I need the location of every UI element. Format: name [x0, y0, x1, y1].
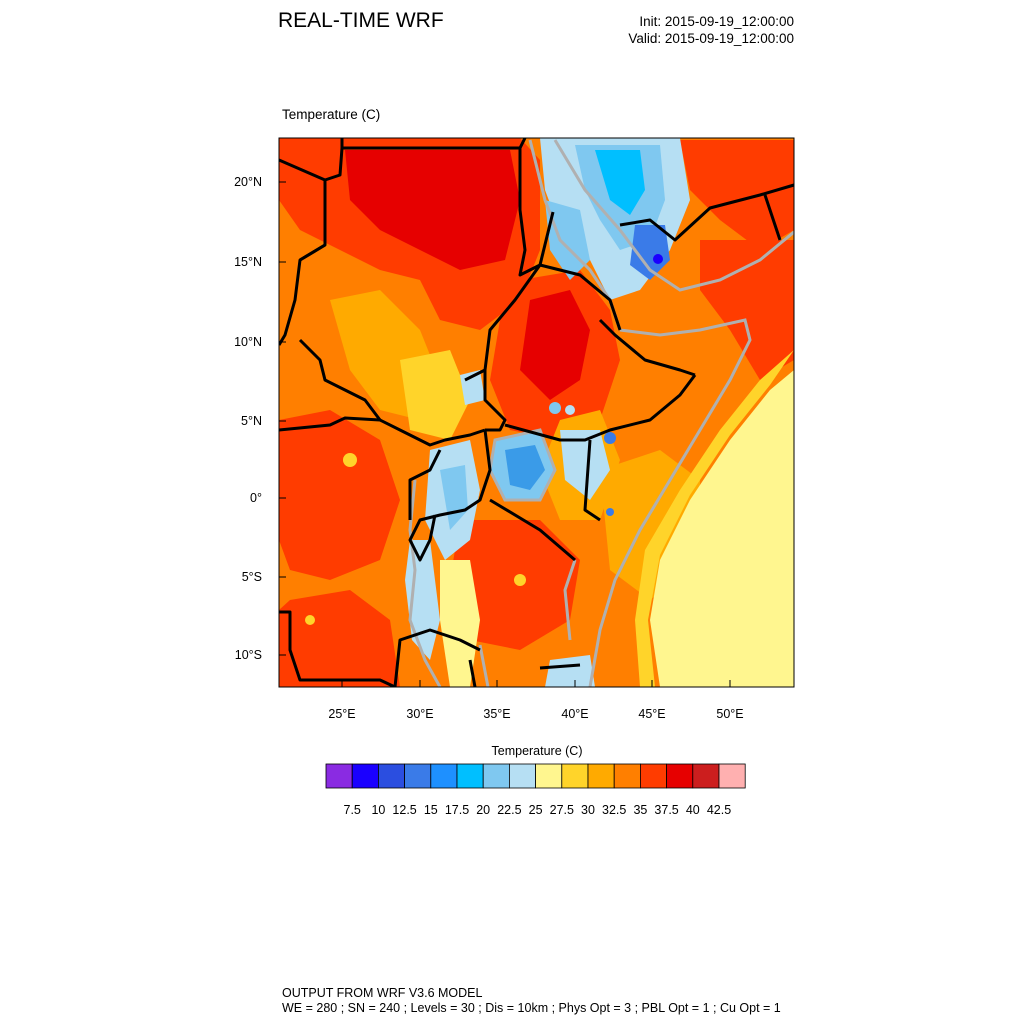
- field-title: Temperature (C): [282, 107, 381, 122]
- colorbar-swatch: [692, 763, 720, 789]
- lon-label: 25°E: [328, 707, 355, 721]
- temperature-field: [279, 138, 794, 687]
- colorbar-swatch: [482, 763, 510, 789]
- colorbar-level-label: 35: [633, 803, 647, 817]
- colorbar-level-label: 40: [686, 803, 700, 817]
- footer-config: WE = 280 ; SN = 240 ; Levels = 30 ; Dis …: [282, 1001, 781, 1015]
- colorbar-level-label: 37.5: [654, 803, 678, 817]
- colorbar-swatch: [351, 763, 379, 789]
- lon-label: 45°E: [638, 707, 665, 721]
- lat-label: 15°N: [234, 255, 262, 269]
- lat-label: 5°S: [242, 570, 262, 584]
- lon-label: 35°E: [483, 707, 510, 721]
- colorbar-level-label: 42.5: [707, 803, 731, 817]
- lon-label: 30°E: [406, 707, 433, 721]
- colorbar-swatch: [404, 763, 432, 789]
- map-frame: [278, 137, 795, 688]
- footer-model: OUTPUT FROM WRF V3.6 MODEL: [282, 986, 483, 1000]
- lon-label: 40°E: [561, 707, 588, 721]
- colorbar-level-label: 12.5: [392, 803, 416, 817]
- colorbar-level-label: 10: [371, 803, 385, 817]
- page-title: REAL-TIME WRF: [278, 9, 444, 32]
- colorbar-level-label: 17.5: [445, 803, 469, 817]
- colorbar: 7.5 10 12.5 15 17.5 20 22.5 25 27.5 30 32.5 35 37.5 4…: [325, 763, 746, 817]
- init-time: Init: 2015-09-19_12:00:00: [639, 14, 794, 29]
- colorbar-level-label: 20: [476, 803, 490, 817]
- lat-label: 20°N: [234, 175, 262, 189]
- lat-label: 10°N: [234, 335, 262, 349]
- colorbar-swatch: [456, 763, 484, 789]
- lat-label: 5°N: [241, 414, 262, 428]
- colorbar-swatch: [561, 763, 589, 789]
- colorbar-swatch: [666, 763, 694, 789]
- colorbar-level-label: 27.5: [550, 803, 574, 817]
- colorbar-swatch: [718, 763, 746, 789]
- valid-time: Valid: 2015-09-19_12:00:00: [628, 31, 794, 46]
- colorbar-level-label: 32.5: [602, 803, 626, 817]
- lat-label: 10°S: [235, 648, 262, 662]
- colorbar-swatch: [535, 763, 563, 789]
- colorbar-level-label: 15: [424, 803, 438, 817]
- colorbar-swatch: [430, 763, 458, 789]
- colorbar-swatch: [613, 763, 641, 789]
- lon-label: 50°E: [716, 707, 743, 721]
- country-borders: [279, 138, 794, 687]
- colorbar-level-label: 25: [529, 803, 543, 817]
- colorbar-swatch: [640, 763, 668, 789]
- colorbar-swatch: [508, 763, 536, 789]
- colorbar-level-label: 22.5: [497, 803, 521, 817]
- colorbar-level-label: 30: [581, 803, 595, 817]
- lat-label: 0°: [250, 491, 262, 505]
- colorbar-level-label: 7.5: [344, 803, 361, 817]
- colorbar-swatch: [587, 763, 615, 789]
- axis-ticks: [279, 181, 731, 687]
- colorbar-swatch: [325, 763, 353, 789]
- colorbar-swatch: [377, 763, 405, 789]
- legend-title: Temperature (C): [491, 744, 583, 758]
